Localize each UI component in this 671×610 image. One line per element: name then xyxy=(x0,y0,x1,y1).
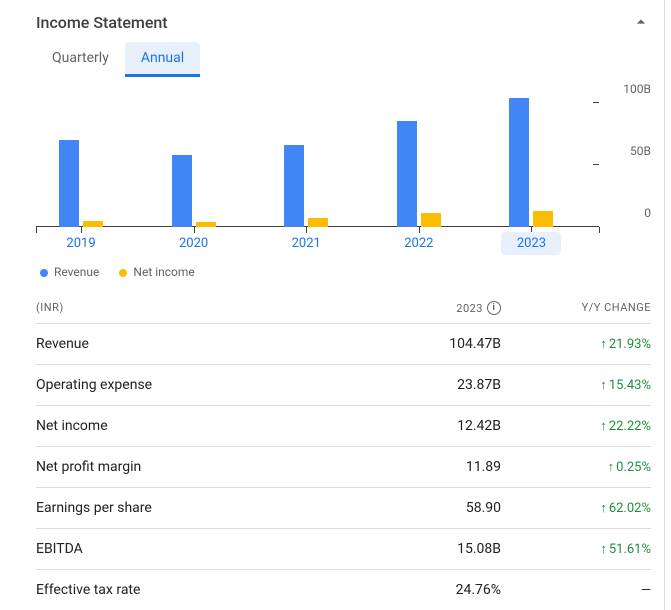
table-header: (INR) 2023 i Y/Y CHANGE xyxy=(36,293,651,323)
table-row[interactable]: Net income12.42B↑22.22% xyxy=(36,405,651,446)
year-label-2020[interactable]: 2020 xyxy=(164,236,224,251)
currency-label: (INR) xyxy=(36,301,361,315)
change-column-header: Y/Y CHANGE xyxy=(501,301,651,315)
chart-container: 2019 2020 2021 2022 2023 0 50B 100B xyxy=(36,83,651,255)
tab-annual[interactable]: Annual xyxy=(125,42,200,77)
bar-group xyxy=(164,155,224,227)
net-income-bar[interactable] xyxy=(308,218,328,227)
table-row[interactable]: Effective tax rate24.76%— xyxy=(36,569,651,610)
table-row[interactable]: EBITDA15.08B↑51.61% xyxy=(36,528,651,569)
metric-value: 15.08B xyxy=(361,541,501,557)
metric-change: ↑22.22% xyxy=(501,418,651,434)
bar-group xyxy=(501,98,561,227)
up-arrow-icon: ↑ xyxy=(600,541,607,557)
y-label: 100B xyxy=(623,82,651,96)
metric-change: ↑51.61% xyxy=(501,541,651,557)
legend-item: Net income xyxy=(119,265,194,279)
table-body: Revenue104.47B↑21.93%Operating expense23… xyxy=(36,323,651,610)
panel-header: Income Statement xyxy=(36,8,651,42)
net-income-bar[interactable] xyxy=(533,211,553,227)
metric-label: Revenue xyxy=(36,336,361,352)
income-statement-panel: Income Statement Quarterly Annual 201920… xyxy=(0,0,671,610)
up-arrow-icon: ↑ xyxy=(600,418,607,434)
period-tabs: Quarterly Annual xyxy=(36,42,651,83)
panel-title: Income Statement xyxy=(36,13,168,32)
revenue-bar[interactable] xyxy=(172,155,192,227)
revenue-bar[interactable] xyxy=(59,140,79,227)
metric-value: 24.76% xyxy=(361,582,501,598)
revenue-bar[interactable] xyxy=(284,145,304,227)
metric-value: 11.89 xyxy=(361,459,501,475)
table-row[interactable]: Net profit margin11.89↑0.25% xyxy=(36,446,651,487)
year-label-2021[interactable]: 2021 xyxy=(276,236,336,251)
up-arrow-icon: ↑ xyxy=(600,377,607,393)
x-tick xyxy=(36,227,37,233)
table-row[interactable]: Revenue104.47B↑21.93% xyxy=(36,323,651,364)
x-tick xyxy=(81,227,82,233)
net-income-bar[interactable] xyxy=(421,213,441,227)
up-arrow-icon: ↑ xyxy=(608,459,615,475)
metric-change: ↑21.93% xyxy=(501,336,651,352)
bar-chart: 20192020202120222023 xyxy=(36,91,599,251)
metric-label: Effective tax rate xyxy=(36,582,361,598)
revenue-bar[interactable] xyxy=(397,121,417,227)
collapse-icon[interactable] xyxy=(631,12,651,32)
table-row[interactable]: Operating expense23.87B↑15.43% xyxy=(36,364,651,405)
year-label-2023[interactable]: 2023 xyxy=(501,232,561,255)
legend-dot-icon xyxy=(119,269,127,277)
year-label-2022[interactable]: 2022 xyxy=(389,236,449,251)
metric-value: 104.47B xyxy=(361,336,501,352)
metric-change: ↑0.25% xyxy=(501,459,651,475)
metric-change: ↑15.43% xyxy=(501,377,651,393)
revenue-bar[interactable] xyxy=(509,98,529,227)
up-arrow-icon: ↑ xyxy=(600,500,607,516)
chart-legend: Revenue Net income xyxy=(36,255,651,293)
metric-label: Earnings per share xyxy=(36,500,361,516)
net-income-bar[interactable] xyxy=(196,222,216,227)
legend-item: Revenue xyxy=(40,265,99,279)
x-tick xyxy=(419,227,420,233)
metric-label: Operating expense xyxy=(36,377,361,393)
metric-value: 23.87B xyxy=(361,377,501,393)
up-arrow-icon: ↑ xyxy=(600,336,607,352)
bar-group xyxy=(51,140,111,227)
x-tick xyxy=(194,227,195,233)
metric-value: 12.42B xyxy=(361,418,501,434)
tab-quarterly[interactable]: Quarterly xyxy=(36,42,125,77)
year-column-header: 2023 i xyxy=(361,301,501,315)
bar-group xyxy=(276,145,336,227)
metric-label: Net income xyxy=(36,418,361,434)
panel-divider xyxy=(664,0,665,610)
year-label: 2023 xyxy=(456,302,483,315)
y-label: 0 xyxy=(644,206,651,220)
x-tick xyxy=(306,227,307,233)
y-label: 50B xyxy=(630,144,651,158)
metric-label: Net profit margin xyxy=(36,459,361,475)
info-icon[interactable]: i xyxy=(487,301,501,315)
metric-value: 58.90 xyxy=(361,500,501,516)
bar-group xyxy=(389,121,449,227)
metric-label: EBITDA xyxy=(36,541,361,557)
table-row[interactable]: Earnings per share58.90↑62.02% xyxy=(36,487,651,528)
net-income-bar[interactable] xyxy=(83,221,103,227)
year-label-2019[interactable]: 2019 xyxy=(51,236,111,251)
metric-change: — xyxy=(501,583,651,598)
legend-dot-icon xyxy=(40,269,48,277)
metric-change: ↑62.02% xyxy=(501,500,651,516)
y-axis-labels: 050B100B xyxy=(599,91,651,251)
